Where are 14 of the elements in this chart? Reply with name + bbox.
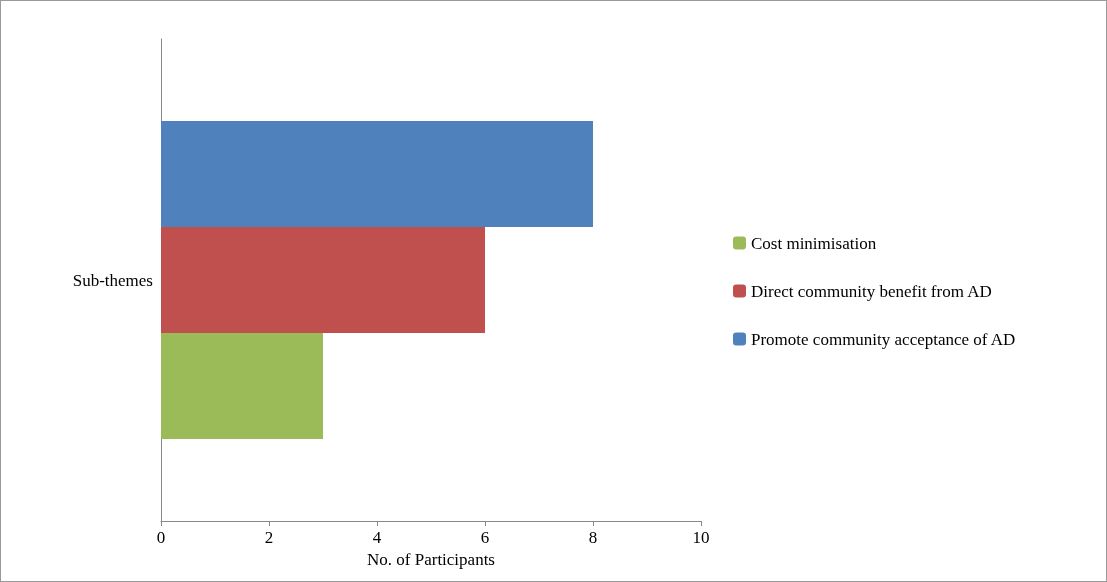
y-tick-label: Sub-themes: [72, 270, 153, 290]
bar: [161, 120, 593, 227]
bar: [161, 226, 485, 334]
x-tick-label: 8: [588, 528, 598, 547]
x-tick-label: 10: [692, 528, 710, 547]
bar: [161, 333, 323, 440]
x-tick-label: 2: [264, 528, 274, 547]
x-tick-label: 4: [372, 528, 382, 547]
x-axis-title: No. of Participants: [367, 549, 495, 569]
x-tick-label: 6: [480, 528, 490, 547]
legend-label: Direct community benefit from AD: [751, 281, 992, 301]
legend-label: Promote community acceptance of AD: [751, 329, 1016, 349]
legend-label: Cost minimisation: [751, 233, 877, 253]
x-tick-label: 0: [156, 528, 166, 547]
